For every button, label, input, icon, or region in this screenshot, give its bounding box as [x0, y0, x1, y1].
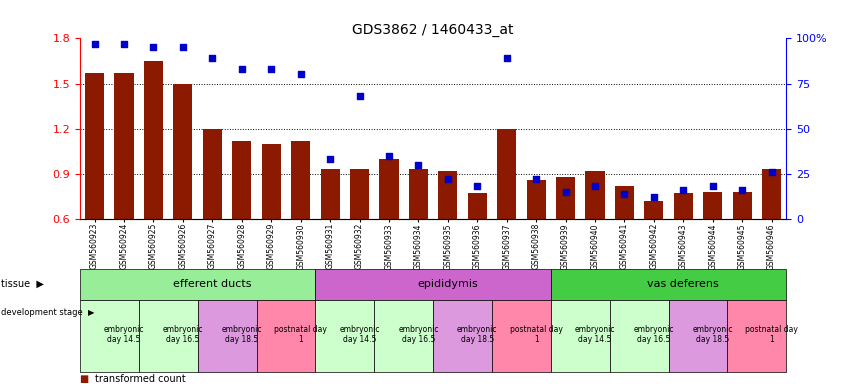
Bar	[139, 300, 198, 372]
Bar	[492, 300, 551, 372]
Text: embryonic
day 18.5: embryonic day 18.5	[457, 325, 498, 344]
Bar	[703, 192, 722, 219]
Point	[764, 169, 778, 175]
Text: embryonic
day 16.5: embryonic day 16.5	[633, 325, 674, 344]
Point	[588, 183, 601, 189]
Bar	[551, 300, 610, 372]
Point	[647, 194, 660, 200]
Title: GDS3862 / 1460433_at: GDS3862 / 1460433_at	[352, 23, 514, 37]
Point	[411, 162, 425, 168]
Bar	[144, 61, 163, 219]
Bar	[762, 169, 781, 219]
Point	[294, 71, 307, 78]
Bar	[114, 73, 134, 219]
Point	[205, 55, 219, 61]
Point	[87, 41, 101, 47]
Point	[441, 176, 454, 182]
Bar	[468, 193, 487, 219]
Text: embryonic
day 16.5: embryonic day 16.5	[162, 325, 204, 344]
Bar	[232, 141, 251, 219]
Bar	[727, 300, 786, 372]
Point	[706, 183, 719, 189]
Text: epididymis: epididymis	[417, 279, 479, 289]
Bar	[644, 201, 664, 219]
Bar	[257, 300, 315, 372]
Point	[735, 187, 748, 193]
Text: transformed count: transformed count	[95, 374, 186, 384]
Bar	[556, 177, 575, 219]
Bar	[80, 269, 315, 300]
Bar	[173, 84, 193, 219]
Bar	[674, 193, 693, 219]
Text: embryonic
day 18.5: embryonic day 18.5	[692, 325, 733, 344]
Point	[382, 152, 395, 159]
Bar	[262, 144, 281, 219]
Bar	[315, 300, 374, 372]
Bar	[409, 169, 428, 219]
Text: embryonic
day 16.5: embryonic day 16.5	[398, 325, 439, 344]
Text: postnatal day
1: postnatal day 1	[274, 325, 327, 344]
Bar	[610, 300, 669, 372]
Point	[558, 189, 572, 195]
Text: ■: ■	[80, 374, 93, 384]
Point	[235, 66, 248, 72]
Bar	[85, 73, 104, 219]
Bar	[438, 171, 458, 219]
Text: embryonic
day 18.5: embryonic day 18.5	[221, 325, 262, 344]
Bar	[733, 192, 752, 219]
Text: embryonic
day 14.5: embryonic day 14.5	[339, 325, 380, 344]
Point	[323, 156, 336, 162]
Point	[617, 190, 631, 197]
Bar	[379, 159, 399, 219]
Point	[676, 187, 690, 193]
Bar	[551, 269, 786, 300]
Bar	[433, 300, 492, 372]
Bar	[291, 141, 310, 219]
Bar	[526, 180, 546, 219]
Bar	[315, 269, 551, 300]
Point	[176, 44, 189, 50]
Bar	[80, 300, 139, 372]
Point	[146, 44, 160, 50]
Bar	[198, 300, 257, 372]
Bar	[320, 169, 340, 219]
Text: embryonic
day 14.5: embryonic day 14.5	[574, 325, 616, 344]
Bar	[669, 300, 727, 372]
Text: postnatal day
1: postnatal day 1	[510, 325, 563, 344]
Text: tissue  ▶: tissue ▶	[1, 279, 44, 289]
Text: efferent ducts: efferent ducts	[173, 279, 251, 289]
Bar	[374, 300, 433, 372]
Text: vas deferens: vas deferens	[648, 279, 719, 289]
Text: development stage  ▶: development stage ▶	[1, 308, 94, 318]
Point	[117, 41, 130, 47]
Text: postnatal day
1: postnatal day 1	[745, 325, 798, 344]
Bar	[615, 186, 634, 219]
Bar	[585, 171, 605, 219]
Text: embryonic
day 14.5: embryonic day 14.5	[103, 325, 145, 344]
Point	[500, 55, 513, 61]
Point	[470, 183, 484, 189]
Point	[352, 93, 366, 99]
Bar	[497, 129, 516, 219]
Point	[264, 66, 278, 72]
Bar	[350, 169, 369, 219]
Bar	[203, 129, 222, 219]
Point	[529, 176, 542, 182]
